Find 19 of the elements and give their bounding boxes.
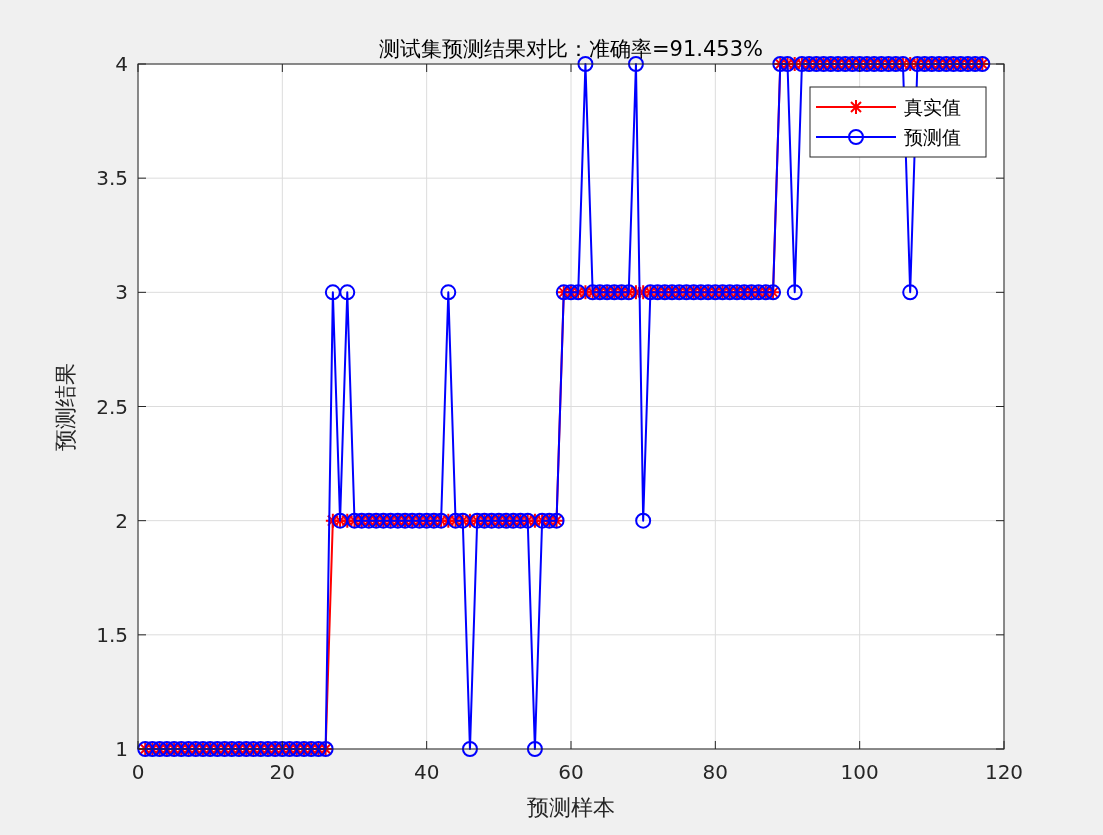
y-tick-label: 3 xyxy=(115,280,128,305)
x-tick-label: 60 xyxy=(558,760,584,784)
x-tick-label: 20 xyxy=(269,760,296,784)
x-tick-label: 40 xyxy=(413,760,440,784)
x-tick-label: 100 xyxy=(840,760,879,784)
y-tick-label: 4 xyxy=(115,52,128,76)
legend-label: 预测值 xyxy=(904,125,961,148)
chart-title: 测试集预测结果对比：准确率=91.453% xyxy=(378,37,764,61)
y-tick-label: 1 xyxy=(115,737,128,761)
y-tick-label: 3.5 xyxy=(96,166,128,191)
x-tick-label: 0 xyxy=(131,760,145,784)
y-axis-title: 预测结果 xyxy=(53,362,78,451)
x-tick-label: 120 xyxy=(984,760,1024,784)
y-tick-label: 2.5 xyxy=(96,394,128,419)
y-tick-label: 1.5 xyxy=(96,622,128,647)
legend-label: 真实值 xyxy=(904,95,961,118)
x-tick-label: 80 xyxy=(702,760,729,784)
x-axis-title: 预测样本 xyxy=(527,795,615,820)
y-tick-label: 2 xyxy=(115,508,128,533)
